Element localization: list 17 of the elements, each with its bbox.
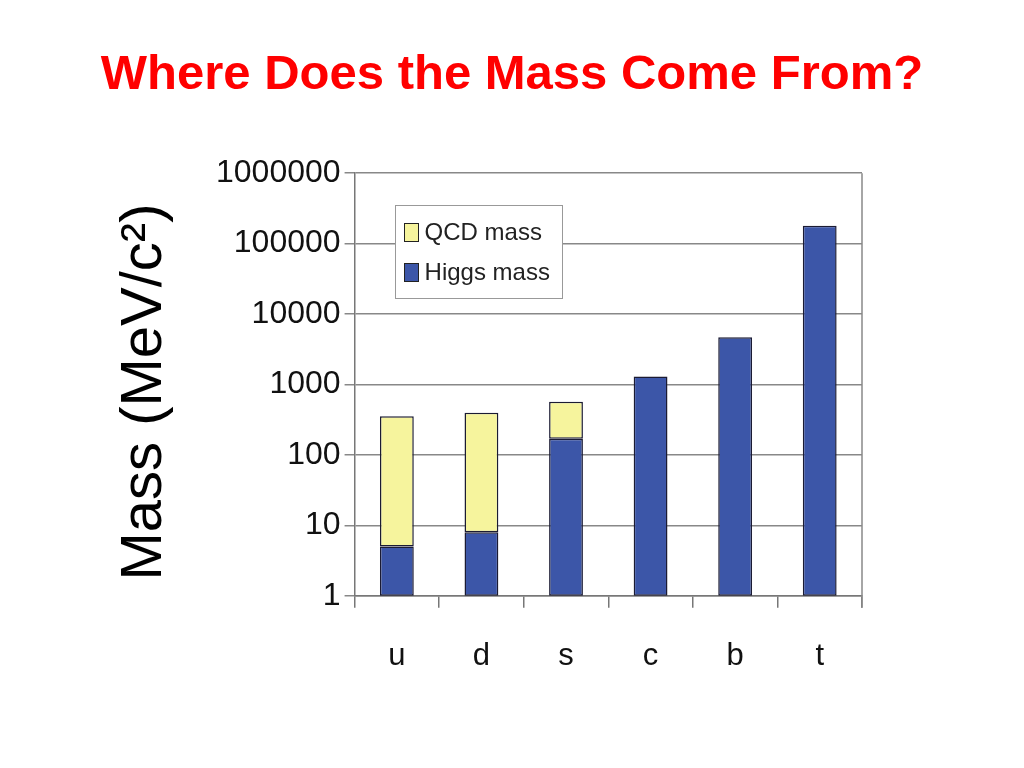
- y-tick-label: 100: [287, 434, 341, 471]
- y-tick-label: 1000: [269, 364, 341, 401]
- x-tick-label: t: [815, 636, 825, 672]
- y-axis-title: Mass (MeV/c²): [106, 203, 174, 581]
- x-tick-label: b: [726, 636, 744, 672]
- x-tick-label: s: [558, 636, 574, 672]
- y-tick-label: 10: [304, 505, 341, 542]
- y-tick-label: 100000: [233, 223, 341, 260]
- chart-title: Where Does the Mass Come From?: [99, 44, 925, 100]
- x-tick-label: c: [642, 636, 659, 672]
- legend-label: Higgs mass: [424, 257, 550, 288]
- x-tick-label: d: [472, 636, 491, 672]
- x-tick-label: u: [388, 636, 406, 672]
- y-tick-label: 10000: [251, 293, 341, 330]
- y-tick-label: 1000000: [216, 153, 341, 190]
- legend-label: QCD mass: [424, 217, 542, 248]
- y-tick-label: 1: [322, 575, 341, 612]
